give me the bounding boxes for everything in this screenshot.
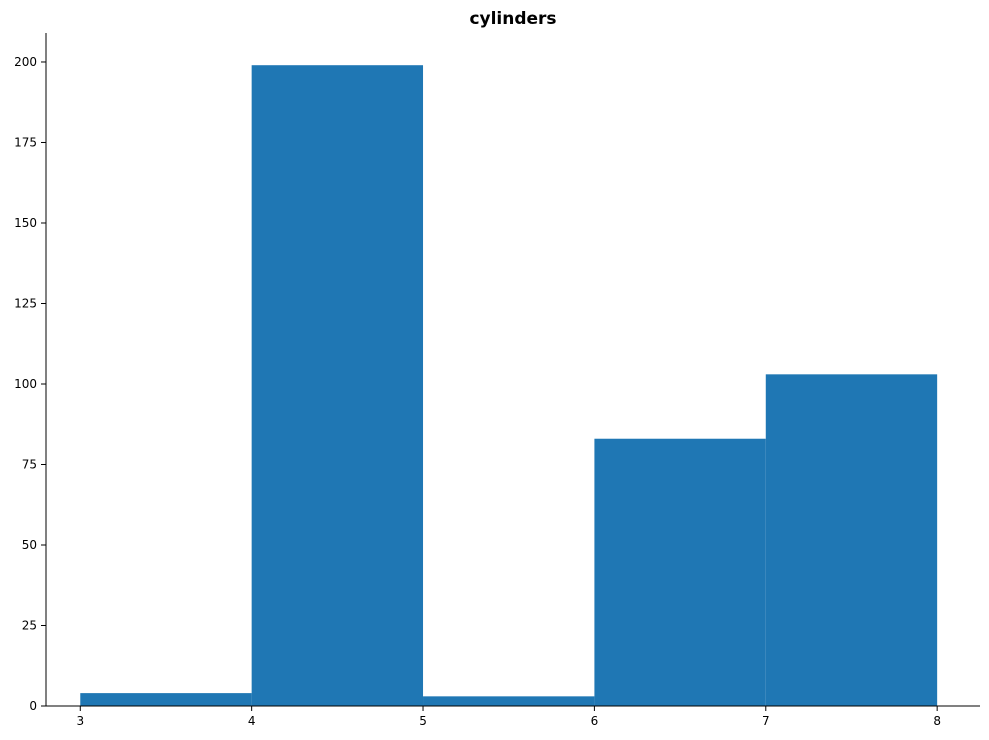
y-tick-label: 0: [29, 699, 37, 713]
y-ticks-group: 0 25 50 75 100 125 150 175 200: [14, 55, 46, 713]
y-tick-label: 25: [22, 618, 37, 632]
y-tick-label: 100: [14, 377, 37, 391]
y-tick-label: 50: [22, 538, 37, 552]
bar-4-5: [251, 65, 424, 707]
y-tick-label: 175: [14, 135, 37, 149]
y-tick-label: 125: [14, 296, 37, 310]
chart-title: cylinders: [469, 9, 556, 29]
bar-3-4: [80, 693, 252, 706]
x-tick-label: 3: [76, 714, 84, 728]
y-tick-label: 200: [14, 55, 37, 69]
x-tick-label: 6: [591, 714, 599, 728]
bar-6-7: [594, 438, 766, 706]
x-tick-label: 7: [762, 714, 770, 728]
x-tick-label: 5: [419, 714, 427, 728]
bar-5-6: [423, 696, 595, 706]
bar-7-8: [765, 374, 938, 706]
bars-group: [80, 65, 938, 707]
x-tick-label: 4: [248, 714, 256, 728]
x-ticks-group: 3 4 5 6 7 8: [76, 706, 941, 728]
y-tick-label: 150: [14, 216, 37, 230]
x-tick-label: 8: [933, 714, 941, 728]
y-tick-label: 75: [22, 457, 37, 471]
